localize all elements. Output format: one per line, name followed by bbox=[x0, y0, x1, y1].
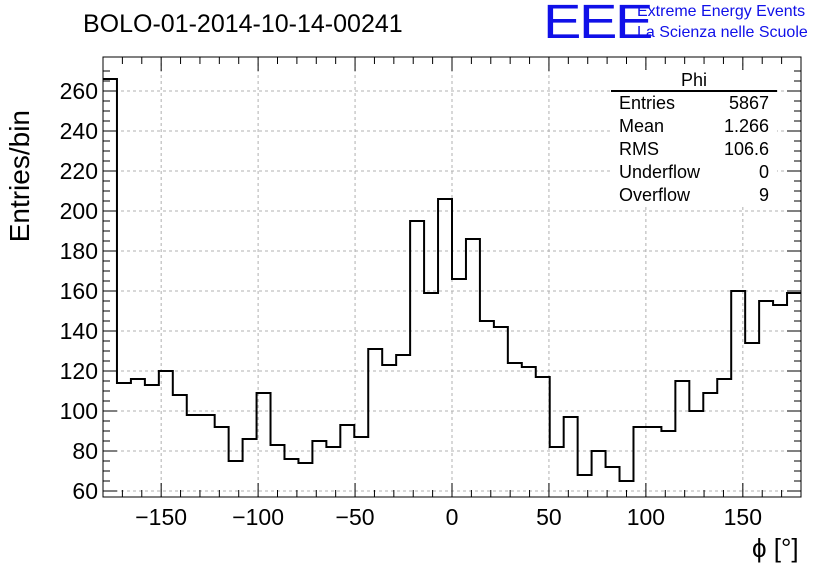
y-tick-label: 120 bbox=[60, 358, 98, 384]
x-axis-label: ϕ [°] bbox=[752, 533, 799, 563]
histogram-bin bbox=[312, 441, 326, 497]
histogram-bin bbox=[215, 427, 229, 497]
x-tick-label: −150 bbox=[135, 504, 187, 530]
histogram-bin bbox=[494, 327, 508, 497]
histogram-bin bbox=[606, 467, 620, 497]
histogram-bin bbox=[633, 427, 647, 497]
histogram-bin bbox=[578, 475, 592, 497]
histogram-bin bbox=[452, 279, 466, 497]
stats-row-rms: RMS 106.6 bbox=[611, 138, 777, 161]
y-tick-label: 220 bbox=[60, 158, 98, 184]
x-tick-label: 100 bbox=[627, 504, 665, 530]
stats-row-overflow: Overflow 9 bbox=[611, 184, 777, 207]
histogram-bin bbox=[550, 447, 564, 497]
y-tick-label: 60 bbox=[72, 478, 98, 504]
histogram-bin bbox=[284, 459, 298, 497]
histogram-bin bbox=[592, 451, 606, 497]
stats-row-entries: Entries 5867 bbox=[611, 92, 777, 115]
y-tick-label: 140 bbox=[60, 318, 98, 344]
histogram-bin bbox=[257, 393, 271, 497]
stats-row-underflow: Underflow 0 bbox=[611, 161, 777, 184]
histogram-bin bbox=[368, 349, 382, 497]
y-axis-label: Entries/bin bbox=[4, 110, 35, 243]
histogram-bin bbox=[745, 343, 759, 497]
logo-text-line1: Extreme Energy Events bbox=[637, 3, 806, 20]
stats-label: RMS bbox=[619, 139, 659, 159]
histogram-bin bbox=[201, 415, 215, 497]
x-tick-label: −100 bbox=[232, 504, 284, 530]
histogram-bin bbox=[689, 411, 703, 497]
stats-label: Mean bbox=[619, 116, 665, 136]
stats-value: 9 bbox=[758, 185, 769, 205]
x-tick-label: 50 bbox=[536, 504, 562, 530]
stats-value: 5867 bbox=[728, 93, 769, 113]
histogram-bin bbox=[298, 463, 312, 497]
x-tick-label: 150 bbox=[724, 504, 762, 530]
histogram-bin bbox=[326, 447, 340, 497]
histogram-bin bbox=[117, 383, 131, 497]
x-tick-label: 0 bbox=[446, 504, 459, 530]
histogram-series bbox=[103, 78, 801, 482]
histogram-bin bbox=[396, 355, 410, 497]
histogram-bin bbox=[103, 79, 117, 497]
histogram-bin bbox=[466, 239, 480, 497]
histogram-bin bbox=[424, 293, 438, 497]
stats-box: Phi Entries 5867 Mean 1.266 RMS 106.6 Un… bbox=[611, 70, 777, 207]
histogram-bin bbox=[661, 431, 675, 497]
histogram-bin bbox=[243, 439, 257, 497]
histogram-bin bbox=[382, 365, 396, 497]
stats-label: Underflow bbox=[619, 162, 701, 182]
histogram-bin bbox=[145, 385, 159, 497]
histogram-bin bbox=[522, 367, 536, 497]
histogram-bin bbox=[187, 415, 201, 497]
y-tick-label: 260 bbox=[60, 78, 98, 104]
histogram-bin bbox=[717, 379, 731, 497]
histogram-bin bbox=[131, 379, 145, 497]
stats-value: 106.6 bbox=[723, 139, 769, 159]
x-tick-label: −50 bbox=[336, 504, 375, 530]
histogram-bin bbox=[675, 381, 689, 497]
histogram-bin bbox=[340, 425, 354, 497]
histogram-bin bbox=[620, 481, 634, 497]
chart-title: BOLO-01-2014-10-14-00241 bbox=[83, 10, 403, 38]
histogram-bin bbox=[159, 371, 173, 497]
histogram-bin bbox=[647, 427, 661, 497]
histogram-bin bbox=[703, 393, 717, 497]
histogram-bin bbox=[480, 321, 494, 497]
y-tick-label: 80 bbox=[72, 438, 98, 464]
y-tick-label: 100 bbox=[60, 398, 98, 424]
histogram-bin bbox=[173, 395, 187, 497]
histogram-bin bbox=[731, 291, 745, 497]
y-tick-label: 200 bbox=[60, 198, 98, 224]
stats-title: Phi bbox=[611, 70, 777, 92]
eee-logo: EEE bbox=[543, 0, 653, 49]
histogram-bin bbox=[410, 221, 424, 497]
histogram-bin bbox=[773, 305, 787, 497]
histogram-bin bbox=[787, 293, 801, 497]
stats-label: Overflow bbox=[619, 185, 691, 205]
stats-label: Entries bbox=[619, 93, 676, 113]
histogram-bin bbox=[508, 363, 522, 497]
y-tick-label: 180 bbox=[60, 238, 98, 264]
stats-value: 0 bbox=[758, 162, 769, 182]
histogram-bin bbox=[564, 417, 578, 497]
histogram-bin bbox=[759, 301, 773, 497]
histogram-bin bbox=[438, 199, 452, 497]
stats-value: 1.266 bbox=[723, 116, 769, 136]
histogram-bin bbox=[229, 461, 243, 497]
histogram-bin bbox=[354, 437, 368, 497]
y-tick-label: 160 bbox=[60, 278, 98, 304]
logo-text-line2: La Scienza nelle Scuole bbox=[637, 24, 808, 41]
y-tick-label: 240 bbox=[60, 118, 98, 144]
histogram-bin bbox=[271, 445, 285, 497]
histogram-bin bbox=[536, 377, 550, 497]
stats-row-mean: Mean 1.266 bbox=[611, 115, 777, 138]
